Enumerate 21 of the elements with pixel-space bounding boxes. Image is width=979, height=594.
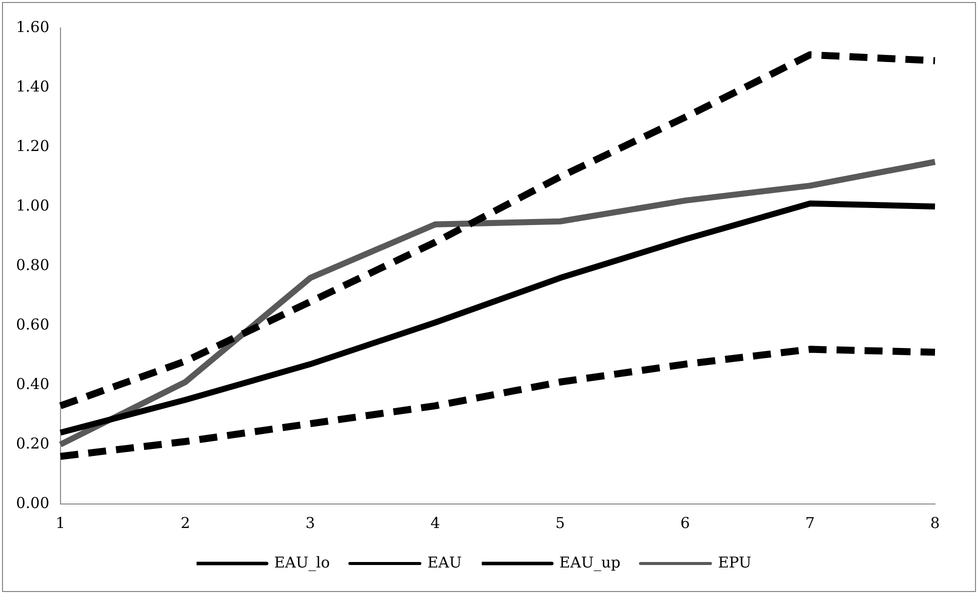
x-tick-label: 5 xyxy=(555,514,565,532)
x-tick-label: 4 xyxy=(430,514,440,532)
x-tick-label: 7 xyxy=(805,514,815,532)
legend-label: EAU_up xyxy=(559,553,620,572)
y-tick-label: 0.40 xyxy=(16,374,50,393)
x-tick-label: 6 xyxy=(680,514,690,532)
legend-label: EAU_lo xyxy=(274,553,330,572)
y-tick-label: 1.20 xyxy=(16,136,50,155)
x-tick-label: 3 xyxy=(306,514,316,532)
x-tick-label: 8 xyxy=(930,514,940,532)
y-tick-label: 1.40 xyxy=(16,77,50,96)
x-tick-label: 1 xyxy=(56,514,66,532)
y-tick-label: 0.20 xyxy=(16,434,50,452)
y-tick-label: 0.80 xyxy=(16,256,50,274)
y-tick-label: 0.60 xyxy=(16,315,50,334)
y-tick-label: 1.00 xyxy=(16,196,50,214)
y-tick-label: 0.00 xyxy=(16,494,50,512)
y-tick-label: 1.60 xyxy=(16,18,50,36)
x-tick-label: 2 xyxy=(180,514,190,532)
legend-label: EPU xyxy=(718,553,752,572)
legend-label: EAU xyxy=(427,553,462,572)
